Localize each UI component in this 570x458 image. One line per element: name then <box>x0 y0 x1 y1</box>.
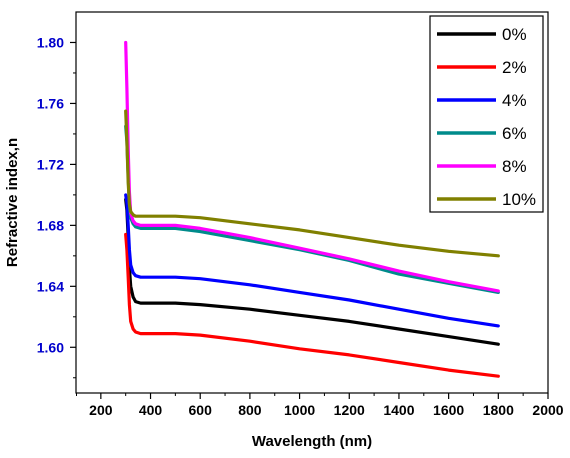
legend-label: 4% <box>502 91 527 110</box>
y-axis-ticks: 1.60 1.64 1.68 1.72 1.76 1.80 <box>37 34 76 379</box>
x-tick-label: 400 <box>139 402 163 418</box>
legend-label: 8% <box>502 157 527 176</box>
legend-label: 6% <box>502 124 527 143</box>
series-line-0pct <box>124 197 500 346</box>
x-tick-label: 600 <box>189 402 213 418</box>
legend-box <box>429 15 544 213</box>
x-axis-label: Wavelength (nm) <box>252 433 372 450</box>
y-tick-label: 1.72 <box>37 156 64 172</box>
x-tick-label: 1200 <box>334 402 365 418</box>
x-tick-label: 1800 <box>483 402 514 418</box>
x-tick-label: 1600 <box>433 402 464 418</box>
x-tick-label: 200 <box>89 402 113 418</box>
y-tick-label: 1.60 <box>37 339 64 355</box>
series-layer <box>124 40 500 378</box>
x-axis-ticks: 200 400 600 800 1000 1200 1400 1600 1800 2000 <box>76 393 564 418</box>
plot-frame <box>75 11 549 394</box>
x-tick-label: 2000 <box>532 402 563 418</box>
y-tick-label: 1.68 <box>37 217 64 233</box>
legend-label: 2% <box>502 58 527 77</box>
y-tick-label: 1.76 <box>37 95 64 111</box>
legend: 0% 2% 4% 6% 8% 10% <box>429 15 544 213</box>
series-line-2pct <box>124 232 500 378</box>
y-tick-label: 1.80 <box>37 34 64 50</box>
x-tick-label: 800 <box>238 402 262 418</box>
y-tick-label: 1.64 <box>37 278 64 294</box>
series-line-10pct <box>124 109 500 258</box>
x-tick-label: 1000 <box>284 402 315 418</box>
y-axis-label: Refractive index,n <box>4 138 21 267</box>
x-tick-label: 1400 <box>383 402 414 418</box>
series-line-4pct <box>124 193 500 328</box>
legend-label: 0% <box>502 25 527 44</box>
legend-label: 10% <box>502 190 536 209</box>
